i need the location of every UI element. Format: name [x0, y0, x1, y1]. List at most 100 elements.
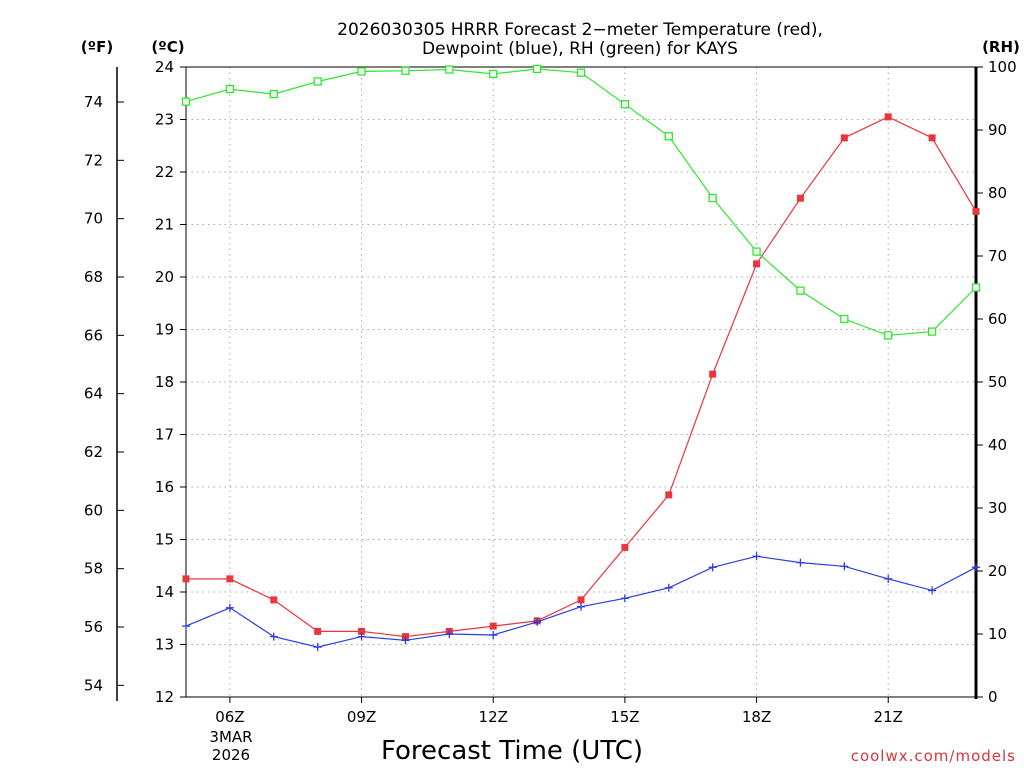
rh-tick-label: 0 [988, 688, 998, 706]
series-layer [181, 64, 981, 652]
temperature-point [226, 575, 234, 583]
rh-point [576, 68, 586, 77]
dewpoint-point [489, 631, 498, 640]
chart-title-line2: Dewpoint (blue), RH (green) for KAYS [422, 39, 738, 59]
rh-point [532, 64, 542, 74]
dewpoint-point [357, 632, 366, 641]
dewpoint-point [840, 562, 849, 571]
celsius-tick-label: 19 [155, 321, 174, 339]
temperature-point [709, 370, 717, 378]
rh-point [269, 89, 278, 99]
temperature-point [621, 543, 629, 551]
rh-tick-label: 80 [988, 184, 1007, 202]
rh-point [620, 100, 630, 109]
celsius-tick-label: 20 [155, 268, 174, 286]
x-tick-label: 09Z [347, 708, 376, 726]
credit-text: coolwx.com/models [851, 747, 1016, 765]
temperature-point [577, 596, 585, 604]
fahrenheit-tick-label: 64 [84, 385, 103, 403]
rh-tick-label: 50 [988, 373, 1007, 391]
celsius-tick-label: 23 [155, 111, 174, 129]
rh-point [971, 283, 981, 292]
series-dewpoint [182, 552, 980, 652]
celsius-tick-label: 15 [155, 531, 174, 549]
rh-tick-label: 30 [988, 499, 1007, 517]
dewpoint-point [313, 643, 322, 652]
x-tick-label: 12Z [479, 708, 508, 726]
rh-point [313, 77, 322, 86]
temperature-point [884, 113, 892, 121]
temperature-point [314, 627, 322, 635]
temperature-point [489, 622, 497, 630]
rh-point [401, 66, 410, 75]
rh-point [664, 132, 673, 141]
celsius-tick-label: 21 [155, 216, 174, 234]
celsius-tick-label: 22 [155, 163, 174, 181]
rh-tick-label: 70 [988, 247, 1007, 265]
temperature-point [665, 491, 673, 499]
dewpoint-point [401, 636, 410, 645]
fahrenheit-unit-label: (ºF) [81, 38, 113, 56]
rh-point [840, 314, 849, 324]
dewpoint-point [884, 574, 893, 583]
celsius-tick-label: 16 [155, 478, 174, 496]
dewpoint-point [796, 558, 805, 567]
x-tick-label: 21Z [874, 708, 903, 726]
temperature-point [182, 575, 190, 583]
fahrenheit-tick-label: 66 [84, 326, 103, 344]
dewpoint-point [182, 622, 190, 631]
dewpoint-point [708, 563, 717, 572]
temperature-point [928, 134, 936, 142]
temperature-point [270, 596, 278, 604]
series-rh [181, 64, 981, 340]
rh-tick-label: 40 [988, 436, 1007, 454]
rh-tick-label: 90 [988, 121, 1007, 139]
date-label-month: 3MAR [209, 728, 252, 746]
fahrenheit-tick-label: 70 [84, 210, 103, 228]
chart-title-line1: 2026030305 HRRR Forecast 2−meter Tempera… [337, 20, 823, 40]
x-axis-title: Forecast Time (UTC) [381, 736, 643, 766]
rh-point [927, 327, 937, 336]
date-label-year: 2026 [212, 746, 250, 764]
celsius-tick-label: 13 [155, 636, 174, 654]
x-tick-label: 06Z [215, 708, 244, 726]
celsius-unit-label: (ºC) [151, 38, 184, 56]
fahrenheit-tick-label: 72 [84, 151, 103, 169]
fahrenheit-tick-label: 60 [84, 501, 103, 519]
rh-point [181, 97, 191, 106]
rh-point [796, 286, 805, 295]
dewpoint-point [928, 586, 937, 595]
rh-tick-label: 20 [988, 562, 1007, 580]
fahrenheit-tick-label: 68 [84, 268, 103, 286]
axes: 12 13 14 15 16 17 18 19 20 21 22 23 24 54 56 58 60 62 64 66… [84, 58, 1017, 726]
fahrenheit-tick-label: 62 [84, 443, 103, 461]
dewpoint-point [664, 583, 673, 592]
rh-tick-label: 60 [988, 310, 1007, 328]
temperature-line [186, 116, 977, 638]
rh-point [708, 193, 717, 203]
rh-tick-label: 10 [988, 625, 1007, 643]
grid-lines [186, 67, 976, 697]
temperature-point [840, 134, 848, 142]
celsius-tick-label: 17 [155, 426, 174, 444]
dewpoint-point [445, 630, 454, 638]
text-labels: 2026030305 HRRR Forecast 2−meter Tempera… [81, 20, 1020, 766]
celsius-tick-label: 18 [155, 373, 174, 391]
celsius-tick-label: 14 [155, 583, 174, 601]
dewpoint-point [752, 552, 761, 561]
rh-point [752, 247, 761, 256]
fahrenheit-tick-label: 54 [84, 676, 103, 694]
temperature-point [358, 627, 366, 635]
rh-point [489, 69, 498, 79]
rh-point [357, 67, 366, 76]
rh-point [884, 331, 893, 340]
fahrenheit-tick-label: 56 [84, 618, 103, 636]
dewpoint-point [620, 594, 629, 603]
temperature-point [972, 207, 980, 215]
x-tick-label: 18Z [742, 708, 771, 726]
temperature-point [796, 194, 804, 202]
series-temperature [182, 113, 980, 641]
rh-point [225, 84, 235, 94]
rh-point [445, 65, 454, 74]
